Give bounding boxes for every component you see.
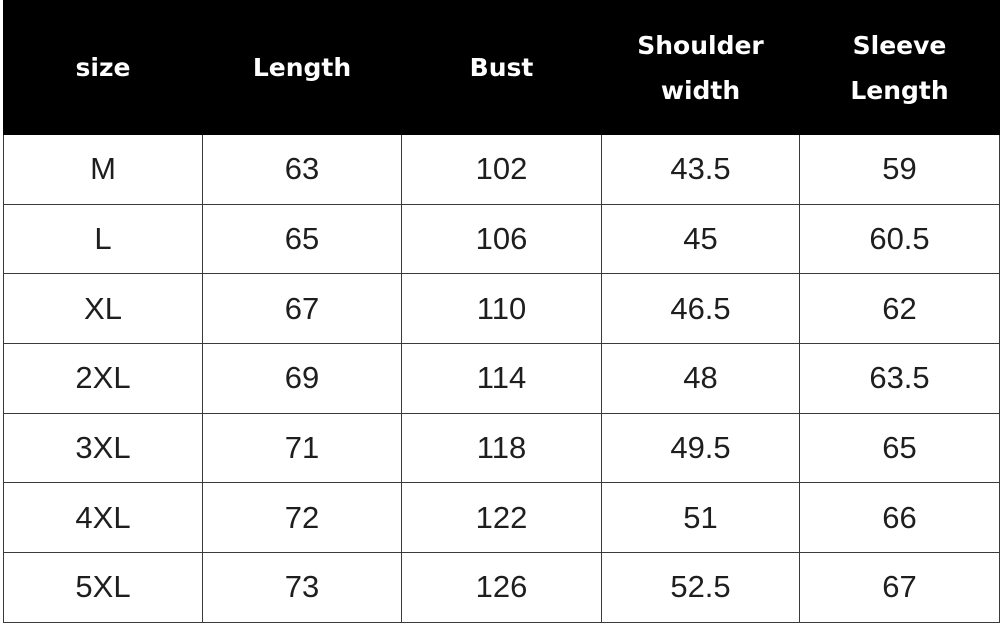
cell-shoulder-width: 45 [601,203,800,275]
table-row: 5XL 73 126 52.5 67 [3,552,1000,623]
cell-bust: 118 [401,412,602,484]
table-header: size Length Bust Shoulder width Sleeve L… [3,0,1000,135]
cell-bust: 126 [401,552,602,623]
cell-shoulder-width: 49.5 [601,412,800,484]
table-row: M 63 102 43.5 59 [3,134,1000,205]
cell-size: 5XL [3,552,203,623]
header-bust: Bust [401,0,602,135]
cell-size: M [3,134,203,205]
header-label-line-2: width [660,75,741,105]
header-sleeve-length: Sleeve Length [799,0,1000,135]
cell-shoulder-width: 51 [601,482,800,554]
cell-sleeve-length: 62 [799,273,1000,345]
table-row: 4XL 72 122 51 66 [3,482,1000,554]
header-length: Length [202,0,402,135]
cell-size: 3XL [3,412,203,484]
cell-length: 69 [202,343,402,414]
cell-length: 67 [202,273,402,345]
cell-bust: 102 [401,134,602,205]
cell-length: 71 [202,412,402,484]
cell-length: 72 [202,482,402,554]
cell-length: 65 [202,203,402,275]
cell-shoulder-width: 46.5 [601,273,800,345]
cell-sleeve-length: 66 [799,482,1000,554]
cell-sleeve-length: 63.5 [799,343,1000,414]
header-size: size [3,0,203,135]
header-shoulder-width: Shoulder width [601,0,800,135]
table-body: M 63 102 43.5 59 L 65 106 45 60.5 XL 67 … [3,134,1000,623]
cell-bust: 122 [401,482,602,554]
header-label: Bust [469,53,534,82]
cell-sleeve-length: 59 [799,134,1000,205]
header-label-line-1: Shoulder [637,30,764,60]
cell-sleeve-length: 60.5 [799,203,1000,275]
cell-shoulder-width: 48 [601,343,800,414]
cell-length: 63 [202,134,402,205]
header-label: Length [252,53,352,82]
table-row: L 65 106 45 60.5 [3,203,1000,275]
cell-bust: 106 [401,203,602,275]
table-row: 3XL 71 118 49.5 65 [3,412,1000,484]
table-row: XL 67 110 46.5 62 [3,273,1000,345]
cell-bust: 114 [401,343,602,414]
header-label-line-1: Sleeve [852,30,947,60]
header-label-line-2: Length [850,75,949,105]
cell-bust: 110 [401,273,602,345]
cell-shoulder-width: 52.5 [601,552,800,623]
cell-size: 2XL [3,343,203,414]
cell-sleeve-length: 67 [799,552,1000,623]
cell-size: XL [3,273,203,345]
cell-sleeve-length: 65 [799,412,1000,484]
size-chart-table: size Length Bust Shoulder width Sleeve L… [3,0,1000,623]
header-row: size Length Bust Shoulder width Sleeve L… [3,0,1000,135]
header-label: size [75,53,131,82]
cell-size: L [3,203,203,275]
cell-length: 73 [202,552,402,623]
table-row: 2XL 69 114 48 63.5 [3,343,1000,414]
cell-shoulder-width: 43.5 [601,134,800,205]
cell-size: 4XL [3,482,203,554]
